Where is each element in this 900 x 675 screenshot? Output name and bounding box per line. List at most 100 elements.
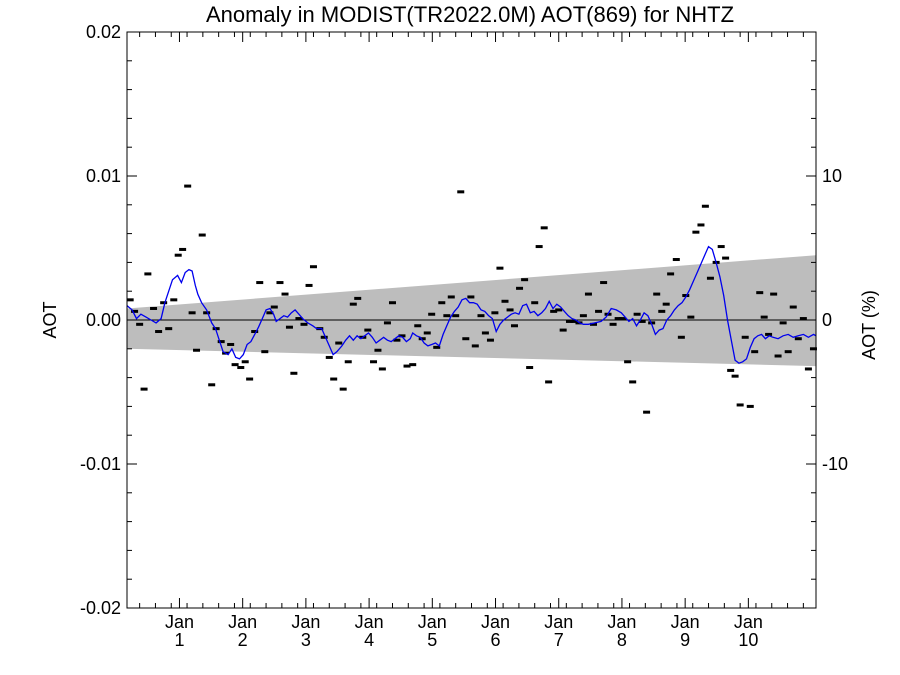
data-point [160, 301, 168, 305]
data-point [403, 364, 411, 368]
data-point [203, 311, 211, 315]
data-point [658, 309, 666, 313]
data-point [237, 366, 245, 370]
data-point [155, 330, 163, 334]
data-point [198, 233, 206, 237]
data-point [526, 366, 534, 370]
data-point [799, 317, 807, 321]
data-point [584, 292, 592, 296]
data-point [531, 301, 539, 305]
data-point [330, 377, 338, 381]
data-point [638, 319, 646, 323]
data-point [751, 350, 759, 354]
data-point [555, 308, 563, 312]
data-point [579, 314, 587, 318]
data-point [179, 247, 187, 251]
data-point [290, 371, 298, 375]
data-point [706, 276, 714, 280]
data-point [295, 317, 303, 321]
data-point [140, 387, 148, 391]
data-point [378, 367, 386, 371]
data-point [516, 286, 524, 290]
x-tick-label: Jan [355, 612, 384, 632]
data-point [335, 341, 343, 345]
data-point [443, 314, 451, 318]
data-point [653, 292, 661, 296]
data-point [131, 309, 139, 313]
data-point [423, 331, 431, 335]
data-point [614, 317, 622, 321]
data-point [672, 258, 680, 262]
data-point [300, 322, 308, 326]
data-point [447, 295, 455, 299]
data-point [276, 281, 284, 285]
data-point [374, 348, 382, 352]
data-point [760, 315, 768, 319]
data-point [629, 380, 637, 384]
data-point [150, 306, 158, 310]
x-tick-label: Jan [291, 612, 320, 632]
data-point [643, 410, 651, 414]
data-point [227, 342, 235, 346]
data-point [486, 338, 494, 342]
data-point [309, 265, 317, 269]
data-point [383, 321, 391, 325]
x-axis: Jan1Jan2Jan3Jan4Jan5Jan6Jan7Jan8Jan9Jan1… [139, 32, 804, 650]
data-point [270, 305, 278, 309]
data-point [731, 374, 739, 378]
x-tick-label-day: 8 [617, 630, 627, 650]
data-point [261, 350, 269, 354]
series-line [126, 245, 817, 364]
data-point [266, 311, 274, 315]
y-tick-label: 0.01 [86, 166, 121, 186]
y-axis-label-left: AOT [40, 301, 60, 338]
data-point [320, 335, 328, 339]
x-tick-label-day: 3 [301, 630, 311, 650]
data-point [736, 403, 744, 407]
data-point [662, 302, 670, 306]
data-point [354, 296, 362, 300]
y-axis-right: 10 0 -10 [806, 31, 848, 609]
x-tick-label: Jan [544, 612, 573, 632]
data-point [677, 335, 685, 339]
data-point [521, 278, 529, 282]
y-axis-left: 0.02 0.01 0.00 -0.01 -0.02 [80, 22, 137, 618]
x-tick-label: Jan [228, 612, 257, 632]
data-point [339, 387, 347, 391]
data-point [231, 363, 239, 367]
data-point [789, 305, 797, 309]
x-tick-label: Jan [734, 612, 763, 632]
data-point [540, 226, 548, 230]
data-point [565, 319, 573, 323]
data-point [765, 332, 773, 336]
data-point [409, 363, 417, 367]
data-point [418, 337, 426, 341]
x-tick-label-day: 7 [554, 630, 564, 650]
data-point [428, 312, 436, 316]
data-point [393, 338, 401, 342]
data-point [325, 355, 333, 359]
data-point [170, 298, 178, 302]
data-point [535, 245, 543, 249]
x-tick-label-day: 10 [738, 630, 758, 650]
data-point [701, 204, 709, 208]
y-tick-label: -0.01 [80, 454, 121, 474]
data-point [746, 404, 754, 408]
data-point [344, 360, 352, 364]
data-point [467, 295, 475, 299]
data-point [545, 380, 553, 384]
data-point [600, 281, 608, 285]
data-point [477, 314, 485, 318]
data-point [722, 256, 730, 260]
data-point [285, 325, 293, 329]
data-point [633, 312, 641, 316]
trend-band [127, 255, 816, 367]
x-tick-label-day: 9 [680, 630, 690, 650]
x-tick-label-day: 4 [364, 630, 374, 650]
y-tick-label: -0.02 [80, 598, 121, 618]
data-point [208, 383, 216, 387]
data-point [281, 292, 289, 296]
data-point [501, 299, 509, 303]
data-point [717, 245, 725, 249]
y-tick-label-right: -10 [822, 454, 848, 474]
